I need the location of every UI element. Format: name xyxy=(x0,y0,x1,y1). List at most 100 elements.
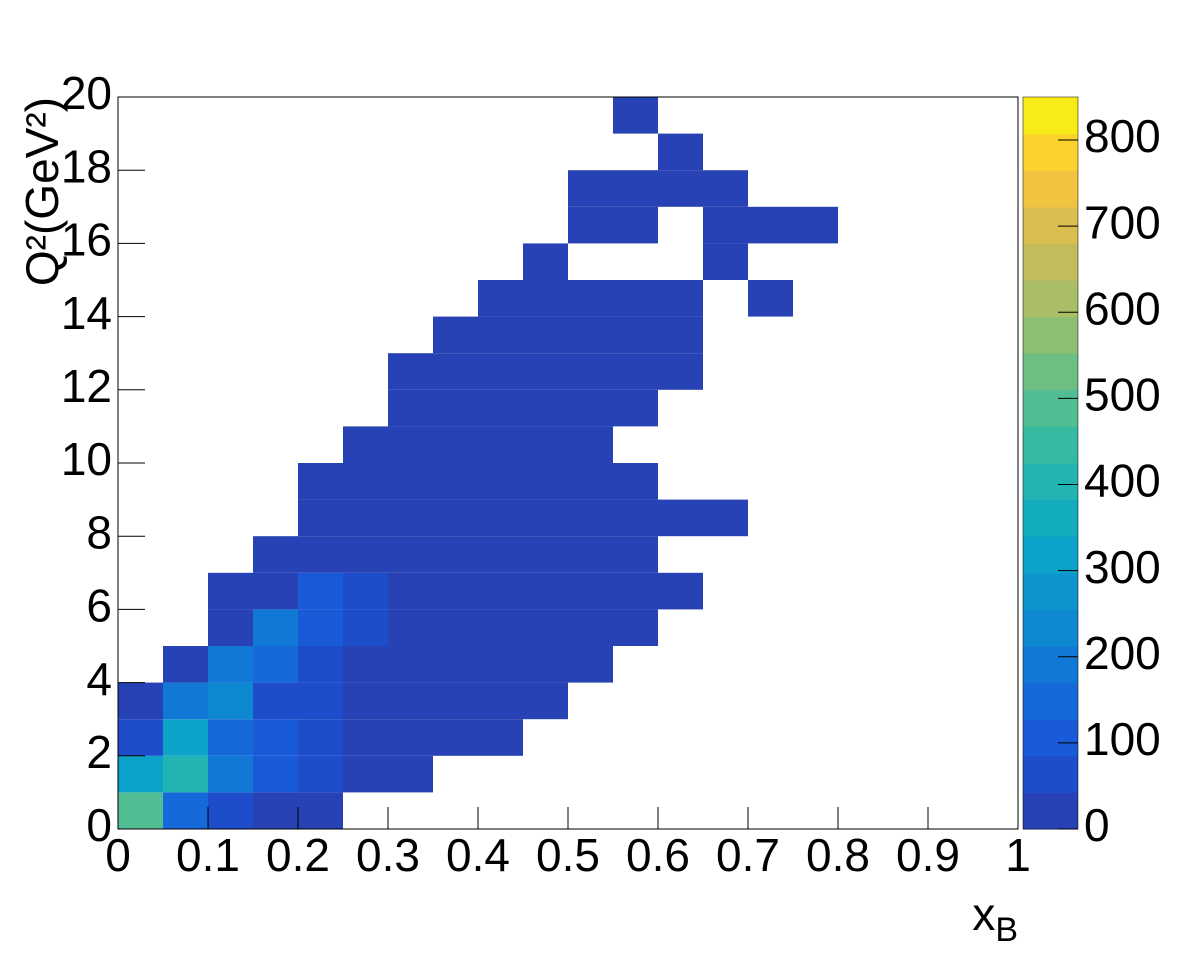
heat-cell xyxy=(973,97,1018,134)
heat-cell xyxy=(658,280,703,317)
heat-cell xyxy=(658,609,703,646)
heat-cell xyxy=(298,755,343,793)
heat-cell xyxy=(973,609,1018,646)
heat-cell xyxy=(208,719,253,756)
heat-cell xyxy=(793,683,838,720)
heat-cell xyxy=(928,280,973,317)
heat-cell xyxy=(253,572,298,610)
heat-cell xyxy=(838,792,883,829)
x-tick-label: 1 xyxy=(1005,829,1031,881)
heat-cell xyxy=(433,609,478,646)
heat-cell xyxy=(343,353,388,390)
heat-cell xyxy=(118,755,163,793)
heat-cell xyxy=(118,97,163,134)
heat-cell xyxy=(883,134,928,171)
heat-cell xyxy=(883,756,928,793)
heat-cell xyxy=(298,170,343,207)
heat-cell xyxy=(523,170,568,207)
heat-cell xyxy=(703,646,748,683)
colorbar-band xyxy=(1023,646,1078,684)
heat-cell xyxy=(208,353,253,390)
heat-cell xyxy=(163,134,208,171)
heat-cell xyxy=(478,536,523,573)
heat-cell xyxy=(253,536,298,573)
colorbar-band xyxy=(1023,792,1078,830)
x-tick-label: 0.7 xyxy=(716,829,780,881)
heat-cell xyxy=(253,243,298,280)
heat-cell xyxy=(568,170,613,207)
heat-cell xyxy=(973,463,1018,500)
heat-cell xyxy=(703,499,748,537)
heat-cell xyxy=(748,170,793,207)
colorbar-band xyxy=(1023,243,1078,281)
heat-cell xyxy=(838,426,883,463)
colorbar-band xyxy=(1023,133,1078,171)
heat-cell xyxy=(298,536,343,573)
heat-cell xyxy=(613,353,658,390)
heat-cell xyxy=(388,134,433,171)
heat-cell xyxy=(523,499,568,537)
heat-cell xyxy=(838,390,883,427)
heat-cell xyxy=(658,756,703,793)
heat-cell xyxy=(478,316,523,354)
heat-cell xyxy=(793,719,838,756)
heat-cell xyxy=(343,207,388,244)
heat-cell xyxy=(703,206,748,244)
x-axis-title: xB xyxy=(972,888,1018,949)
heat-cell xyxy=(613,97,658,134)
heat-cell xyxy=(163,755,208,793)
colorbar-band xyxy=(1023,719,1078,757)
heat-cell xyxy=(613,792,658,829)
heat-cell xyxy=(703,243,748,280)
heat-cell xyxy=(208,536,253,573)
heat-cell xyxy=(793,243,838,280)
heat-cell xyxy=(793,646,838,683)
heat-cell xyxy=(163,646,208,683)
heat-cell xyxy=(883,573,928,610)
heat-cell xyxy=(748,317,793,354)
heat-cell xyxy=(523,536,568,573)
heat-cell xyxy=(703,463,748,500)
heat-cell xyxy=(568,719,613,756)
colorbar-tick-label: 700 xyxy=(1084,196,1161,248)
heat-cell xyxy=(568,792,613,829)
heat-cell xyxy=(523,389,568,427)
heat-cell xyxy=(253,280,298,317)
heat-cell xyxy=(118,609,163,646)
heat-cell xyxy=(388,499,433,537)
heat-cell xyxy=(658,353,703,390)
heat-cell xyxy=(928,390,973,427)
heat-cell xyxy=(568,206,613,244)
heat-cell xyxy=(703,756,748,793)
heat-cell xyxy=(163,426,208,463)
heat-cell xyxy=(973,426,1018,463)
heat-cell xyxy=(163,353,208,390)
heat-cell xyxy=(298,572,343,610)
heat-cell xyxy=(388,682,433,720)
heat-cell xyxy=(793,500,838,537)
heat-cell xyxy=(298,243,343,280)
colorbar-band xyxy=(1023,206,1078,244)
heat-cell xyxy=(433,499,478,537)
heat-cell xyxy=(838,573,883,610)
heat-cell xyxy=(973,170,1018,207)
heat-cell xyxy=(883,609,928,646)
heat-cell xyxy=(973,719,1018,756)
heat-cell xyxy=(748,463,793,500)
heat-cell xyxy=(703,317,748,354)
y-axis-title: Q²(GeV²) xyxy=(16,97,68,286)
heat-cell xyxy=(973,280,1018,317)
y-tick-label: 20 xyxy=(61,67,112,119)
heat-cell xyxy=(838,536,883,573)
heat-cell xyxy=(523,316,568,354)
heat-cell xyxy=(163,682,208,720)
heat-cell xyxy=(703,390,748,427)
heat-cell xyxy=(523,353,568,390)
heat-cell xyxy=(928,134,973,171)
heat-cell xyxy=(568,316,613,354)
heat-cell xyxy=(343,572,388,610)
heat-cell xyxy=(163,207,208,244)
heat-cell xyxy=(253,646,298,683)
heat-cell xyxy=(343,499,388,537)
heat-cell xyxy=(568,756,613,793)
